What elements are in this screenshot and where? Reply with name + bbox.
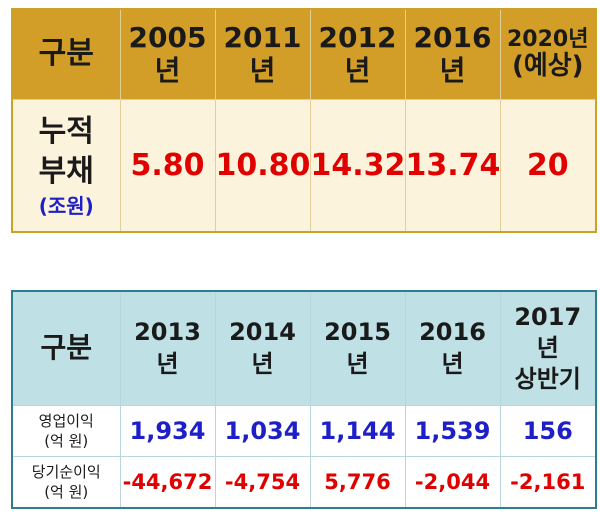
profit-table-header-row: 구분 2013 년 2014 년 2015 년 2016 년 2017 년 상반… xyxy=(11,290,597,406)
profit-year-2013: 2013 년 xyxy=(119,290,216,406)
year-suffix: 년 xyxy=(156,349,179,378)
operating-profit-value: 1,034 xyxy=(214,405,311,457)
year-suffix: 년 xyxy=(249,53,276,87)
net-income-row: 당기순이익 (억 원) -44,672 -4,754 5,776 -2,044 … xyxy=(11,456,597,509)
net-income-value: -44,672 xyxy=(119,456,216,509)
row-label-line1: 누적 xyxy=(38,113,94,149)
year-text: 2017 xyxy=(514,302,582,331)
operating-profit-value: 156 xyxy=(499,405,597,457)
year-suffix: 년 xyxy=(441,349,464,378)
row-label-line1: 영업이익 xyxy=(38,411,94,430)
row-label-unit: (억 원) xyxy=(44,432,89,450)
operating-profit-value: 1,934 xyxy=(119,405,216,457)
row-unit: (조원) xyxy=(38,193,94,218)
debt-year-2011: 2011 년 xyxy=(214,8,311,100)
year-suffix: 년 xyxy=(346,349,369,378)
debt-row-label: 누적 부채 (조원) xyxy=(11,99,121,233)
debt-value: 13.74 xyxy=(404,99,501,233)
year-suffix: 년 xyxy=(344,53,371,87)
row-label-line1: 당기순이익 xyxy=(31,462,101,481)
year-text: 2011 xyxy=(223,21,302,55)
profit-year-2017-h1: 2017 년 상반기 xyxy=(499,290,597,406)
net-income-label: 당기순이익 (억 원) xyxy=(11,456,121,509)
debt-year-2016: 2016 년 xyxy=(404,8,501,100)
net-income-value: 5,776 xyxy=(309,456,406,509)
year-suffix: 년 xyxy=(251,349,274,378)
profit-table: 구분 2013 년 2014 년 2015 년 2016 년 2017 년 상반… xyxy=(11,290,597,509)
debt-value: 20 xyxy=(499,99,597,233)
operating-profit-label: 영업이익 (억 원) xyxy=(11,405,121,457)
debt-year-2020-forecast: 2020년 (예상) xyxy=(499,8,597,100)
profit-year-2014: 2014 년 xyxy=(214,290,311,406)
row-label-line2: 부채 xyxy=(38,154,94,189)
year-suffix: 년 xyxy=(154,53,181,87)
row-label-unit: (억 원) xyxy=(44,483,89,501)
debt-year-2005: 2005 년 xyxy=(119,8,216,100)
debt-header-label: 구분 xyxy=(11,8,121,100)
year-text: 2005 xyxy=(128,21,207,55)
profit-year-2016: 2016 년 xyxy=(404,290,501,406)
debt-value: 5.80 xyxy=(119,99,216,233)
year-text: 2016 xyxy=(413,21,492,55)
operating-profit-value: 1,144 xyxy=(309,405,406,457)
year-text: 2015 xyxy=(324,318,391,347)
debt-table-header-row: 구분 2005 년 2011 년 2012 년 2016 년 2020년 (예상… xyxy=(11,8,597,100)
half-year-note: 상반기 xyxy=(514,365,581,394)
operating-profit-value: 1,539 xyxy=(404,405,501,457)
year-text: 2012 xyxy=(318,21,397,55)
year-text: 2014 xyxy=(229,318,296,347)
year-text: 2016 xyxy=(419,318,486,347)
year-text: 2020년 xyxy=(507,26,589,52)
net-income-value: -4,754 xyxy=(214,456,311,509)
forecast-note: (예상) xyxy=(511,51,584,82)
debt-table: 구분 2005 년 2011 년 2012 년 2016 년 2020년 (예상… xyxy=(11,8,597,233)
year-suffix: 년 xyxy=(536,333,559,362)
debt-year-2012: 2012 년 xyxy=(309,8,406,100)
year-suffix: 년 xyxy=(439,53,466,87)
debt-value: 10.80 xyxy=(214,99,311,233)
operating-profit-row: 영업이익 (억 원) 1,934 1,034 1,144 1,539 156 xyxy=(11,405,597,457)
debt-value: 14.32 xyxy=(309,99,406,233)
profit-year-2015: 2015 년 xyxy=(309,290,406,406)
year-text: 2013 xyxy=(134,318,201,347)
profit-header-label: 구분 xyxy=(11,290,121,406)
debt-table-value-row: 누적 부채 (조원) 5.80 10.80 14.32 13.74 20 xyxy=(11,99,597,233)
net-income-value: -2,044 xyxy=(404,456,501,509)
net-income-value: -2,161 xyxy=(499,456,597,509)
